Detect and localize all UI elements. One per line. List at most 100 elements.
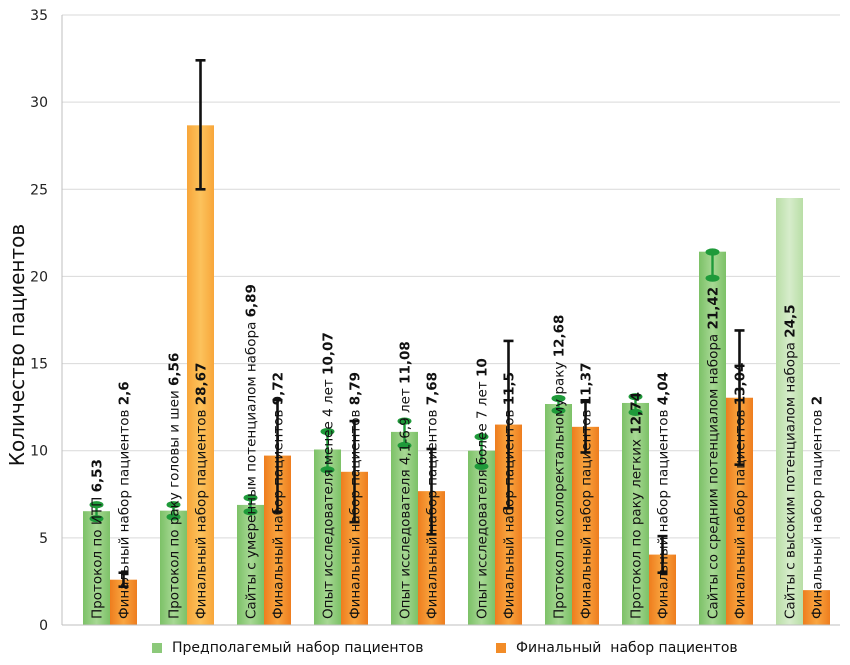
range-marker-top bbox=[551, 394, 566, 403]
bar-category-label: Финальный набор пациентов bbox=[733, 405, 749, 619]
y-tick-label: 15 bbox=[30, 357, 48, 373]
bar-label: Сайты с умеренным потенциалом набора 6,8… bbox=[244, 284, 260, 619]
bar-labels: Протокол по ИТП 6,53 Финальный набор паци… bbox=[90, 284, 826, 619]
bar-category-label: Финальный набор пациентов bbox=[656, 405, 672, 619]
bar-value-label: 6,53 bbox=[90, 459, 106, 492]
range-marker-bottom bbox=[89, 515, 104, 523]
bar-label: Финальный набор пациентов 7,68 bbox=[425, 372, 441, 619]
bar-label: Финальный набор пациентов 2 bbox=[810, 396, 826, 619]
y-axis-label: Количество пациентов bbox=[5, 224, 29, 466]
range-marker-bottom bbox=[705, 274, 720, 282]
range-marker-top bbox=[705, 248, 720, 256]
bar-expected bbox=[776, 198, 803, 625]
bar-category-label: Финальный набор пациентов bbox=[194, 405, 210, 619]
y-tick-label: 5 bbox=[39, 531, 48, 547]
y-tick-label: 30 bbox=[30, 95, 48, 111]
bar-label: Опыт исследователя 4,1-6,9 лет 11,08 bbox=[398, 341, 414, 619]
range-marker-bottom bbox=[320, 466, 335, 474]
bar-value-label: 2,6 bbox=[117, 381, 133, 405]
legend-swatch-green bbox=[152, 643, 162, 653]
y-tick-label: 0 bbox=[39, 618, 48, 634]
range-marker-top bbox=[166, 501, 181, 509]
bar-value-label: 6,89 bbox=[244, 284, 260, 317]
range-marker-top bbox=[474, 433, 489, 441]
range-marker-top bbox=[628, 393, 643, 401]
bar-category-label: Протокол по раку головы и шеи bbox=[167, 386, 183, 619]
bar-label: Финальный набор пациентов 9,72 bbox=[271, 372, 287, 619]
bar-category-label: Протокол по ИТП bbox=[90, 492, 106, 619]
bar-category-label: Финальный набор пациентов bbox=[502, 405, 518, 619]
bar-expected bbox=[699, 251, 726, 625]
bar-expected bbox=[237, 504, 264, 625]
bar-final bbox=[187, 125, 214, 625]
legend: Предполагемый набор пациентов Финальный … bbox=[0, 640, 850, 662]
bar-value-label: 9,72 bbox=[271, 372, 287, 405]
range-marker-bottom bbox=[551, 407, 566, 415]
bar-category-label: Протокол по раку легких bbox=[629, 435, 645, 619]
bar-label: Сайты с высоким потенциалом набора 24,5 bbox=[783, 304, 799, 619]
bar-value-label: 11,5 bbox=[502, 372, 518, 405]
bar-label: Опыт исследователя более 7 лет 10 bbox=[475, 358, 491, 619]
range-marker-bottom bbox=[397, 441, 412, 450]
range-marker-bottom bbox=[166, 513, 181, 521]
bar-expected bbox=[468, 450, 495, 625]
bar-value-label: 11,08 bbox=[398, 341, 414, 384]
bar-value-label: 7,68 bbox=[425, 372, 441, 405]
bar-value-label: 11,37 bbox=[579, 363, 595, 406]
bar-label: Сайты со средним потенциалом набора 21,4… bbox=[706, 287, 722, 619]
bar-category-label: Опыт исследователя 4,1-6,9 лет bbox=[398, 384, 414, 619]
range-marker-bottom bbox=[628, 408, 643, 416]
axes: 0 5 10 15 20 25 30 35 bbox=[30, 8, 840, 634]
bar-expected bbox=[160, 510, 187, 625]
bar-label: Финальный набор пациентов 28,67 bbox=[194, 363, 210, 619]
bar-value-label: 24,5 bbox=[783, 304, 799, 337]
bar-category-label: Финальный набор пациентов bbox=[271, 405, 287, 619]
bar-label: Финальный набор пациентов 11,37 bbox=[579, 363, 595, 619]
bar-label: Опыт исследователя менее 4 лет 10,07 bbox=[321, 332, 337, 619]
bar-final bbox=[572, 426, 599, 625]
bar-final bbox=[803, 590, 830, 625]
bar-category-label: Финальный набор пациентов bbox=[348, 405, 364, 619]
bar-value-label: 12,74 bbox=[629, 392, 645, 435]
legend-item-expected: Предполагемый набор пациентов bbox=[152, 640, 423, 656]
bar-category-label: Протокол по колоректальному раку bbox=[552, 357, 568, 619]
bar-category-label: Финальный набор пациентов bbox=[810, 405, 826, 619]
range-marker-top bbox=[397, 417, 412, 425]
legend-label-expected: Предполагемый набор пациентов bbox=[172, 640, 424, 656]
range-marker-top bbox=[89, 501, 104, 509]
bar-category-label: Сайты с умеренным потенциалом набора bbox=[244, 317, 260, 619]
bar-label: Финальный набор пациентов 13,04 bbox=[733, 363, 749, 619]
bar-label: Финальный набор пациентов 8,79 bbox=[348, 372, 364, 619]
bar-chart: Протокол по ИТП 6,53 Финальный набор паци… bbox=[5, 8, 840, 634]
range-marker-bottom bbox=[243, 508, 258, 516]
y-tick-label: 10 bbox=[30, 444, 48, 460]
bar-category-label: Финальный набор пациентов bbox=[117, 405, 133, 619]
y-tick-label: 25 bbox=[30, 182, 48, 198]
bar-expected bbox=[622, 402, 649, 625]
bar-label: Протокол по колоректальному раку 12,68 bbox=[552, 315, 568, 619]
bar-value-label: 28,67 bbox=[194, 363, 210, 406]
legend-item-final: Финальный набор пациентов bbox=[496, 640, 738, 656]
bar-expected bbox=[314, 449, 341, 625]
y-tick-label: 20 bbox=[30, 269, 48, 285]
bar-category-label: Опыт исследователя менее 4 лет bbox=[321, 375, 337, 619]
bar-category-label: Сайты со средним потенциалом набора bbox=[706, 330, 722, 619]
range-marker-top bbox=[243, 494, 258, 502]
bar-label: Протокол по ИТП 6,53 bbox=[90, 459, 106, 619]
bar-category-label: Сайты с высоким потенциалом набора bbox=[783, 338, 799, 619]
bar-value-label: 6,56 bbox=[167, 353, 183, 386]
bar-value-label: 10 bbox=[475, 358, 491, 377]
bar-expected bbox=[545, 404, 572, 625]
bar-label: Финальный набор пациентов 2,6 bbox=[117, 381, 133, 619]
bar-value-label: 13,04 bbox=[733, 363, 749, 406]
bar-value-label: 10,07 bbox=[321, 332, 337, 375]
legend-label-final: Финальный набор пациентов bbox=[516, 640, 738, 656]
bar-value-label: 12,68 bbox=[552, 315, 568, 358]
bars bbox=[83, 125, 830, 625]
bar-expected bbox=[83, 511, 110, 625]
bar-category-label: Финальный набор пациентов bbox=[425, 405, 441, 619]
bar-label: Протокол по раку легких 12,74 bbox=[629, 392, 645, 619]
bar-label: Финальный набор пациентов 4,04 bbox=[656, 372, 672, 619]
bar-value-label: 21,42 bbox=[706, 287, 722, 330]
bar-value-label: 2 bbox=[810, 396, 826, 405]
